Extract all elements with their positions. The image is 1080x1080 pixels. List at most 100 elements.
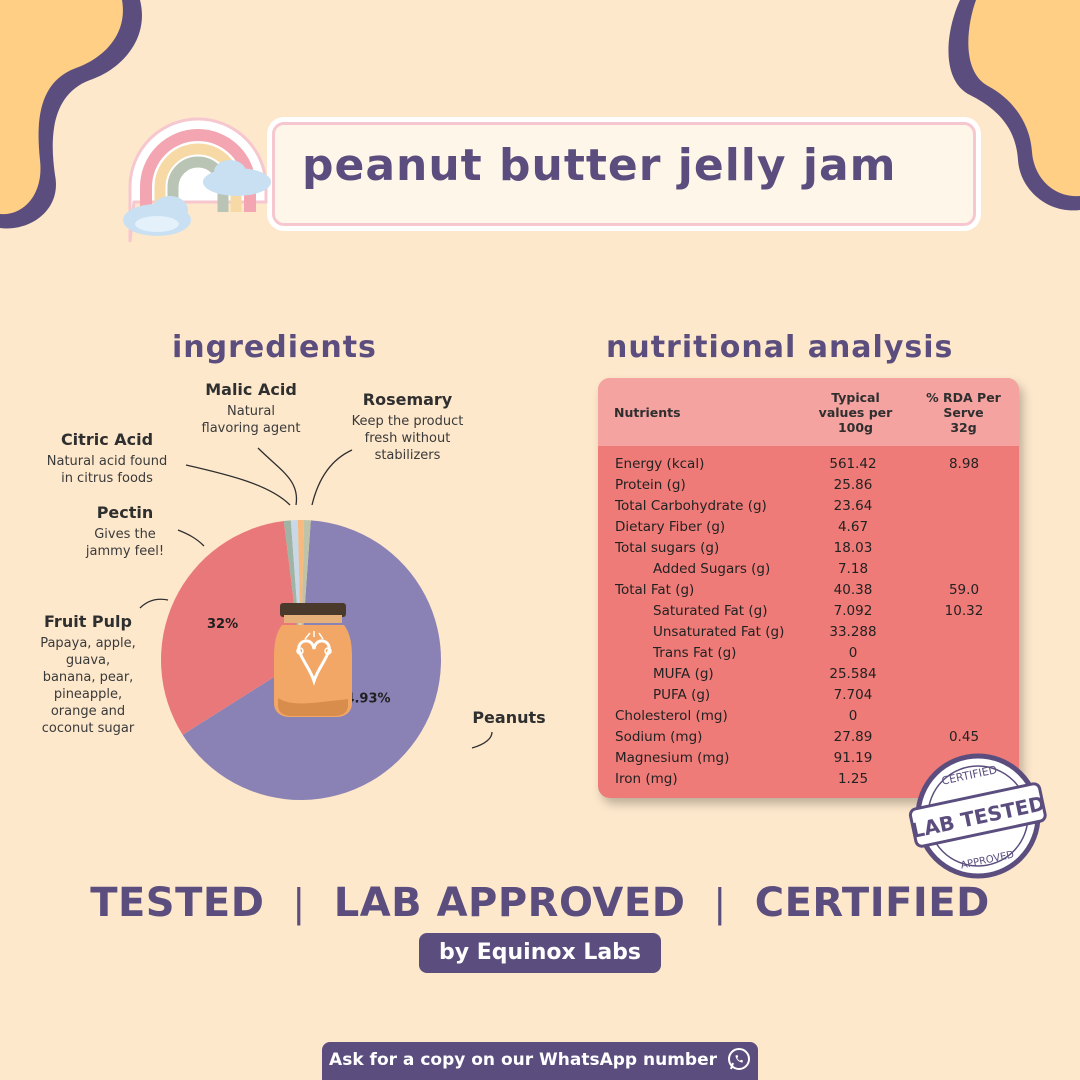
nutrient-name: Total Carbohydrate (g) (615, 498, 767, 514)
nutrient-name: Magnesium (mg) (615, 750, 730, 766)
table-row: Total Fat (g) 40.38 59.0 (598, 582, 1019, 603)
nutrient-name: Cholesterol (mg) (615, 708, 728, 724)
nutrient-name: Added Sugars (g) (653, 561, 771, 577)
nutrient-name: Total sugars (g) (615, 540, 720, 556)
nutrient-value: 7.704 (833, 687, 873, 703)
nutrient-name: Saturated Fat (g) (653, 603, 768, 619)
table-row: Unsaturated Fat (g) 33.288 (598, 624, 1019, 645)
nutrient-value: 18.03 (833, 540, 873, 556)
label-desc: Natural flavoring agent (201, 404, 301, 436)
label-fruit-pulp: Fruit Pulp Papaya, apple, guava, banana,… (28, 612, 148, 737)
nutrition-table: Nutrients Typical values per 100g % RDA … (598, 378, 1019, 798)
table-row: Sodium (mg) 27.89 0.45 (598, 729, 1019, 750)
label-title: Citric Acid (60, 430, 154, 449)
nutrient-name: MUFA (g) (653, 666, 714, 682)
leader-citric (185, 464, 291, 506)
whatsapp-cta-label: Ask for a copy on our WhatsApp number (329, 1050, 718, 1070)
table-row: Added Sugars (g) 7.18 (598, 561, 1019, 582)
cert-separator: | (713, 881, 727, 925)
pie-data-label: 32% (207, 617, 238, 632)
nutrient-name: Sodium (mg) (615, 729, 703, 745)
cert-certified: CERTIFIED (754, 880, 990, 926)
nutrient-name: Total Fat (g) (615, 582, 695, 598)
label-desc: Papaya, apple, guava, banana, pear, pine… (40, 636, 136, 736)
title-banner: peanut butter jelly jam (112, 92, 976, 243)
leader-peanuts (471, 731, 493, 749)
nutrient-name: Dietary Fiber (g) (615, 519, 726, 535)
table-row: Saturated Fat (g) 7.092 10.32 (598, 603, 1019, 624)
col-header-rda: % RDA Per Serve 32g (926, 390, 1001, 435)
corner-blob-top-right (948, 0, 1080, 211)
nutrient-value: 7.092 (833, 603, 873, 619)
page-title: peanut butter jelly jam (302, 140, 897, 191)
label-desc: Keep the product fresh without stabilize… (351, 414, 464, 463)
label-peanuts: Peanuts (468, 708, 550, 727)
leader-malic (257, 447, 298, 506)
nutrient-rda: 0.45 (948, 729, 980, 745)
label-title: Malic Acid (205, 380, 297, 399)
rainbow-icon (123, 117, 271, 243)
whatsapp-icon (727, 1048, 750, 1070)
table-row: Iron (mg) 1.25 (598, 771, 1019, 792)
jam-jar-icon (274, 603, 352, 717)
table-row: Trans Fat (g) 0 (598, 645, 1019, 666)
table-row: PUFA (g) 7.704 (598, 687, 1019, 708)
table-row: Protein (g) 25.86 (598, 477, 1019, 498)
nutrient-value: 0 (848, 645, 858, 661)
nutrient-name: Trans Fat (g) (653, 645, 737, 661)
pie-slice-fruit-pulp (161, 521, 301, 735)
table-row: Total sugars (g) 18.03 (598, 540, 1019, 561)
label-title: Peanuts (472, 708, 546, 727)
nutrient-name: Protein (g) (615, 477, 686, 493)
table-row: Energy (kcal) 561.42 8.98 (598, 456, 1019, 477)
nutrient-rda: 8.98 (948, 456, 980, 472)
label-title: Pectin (96, 503, 154, 522)
nutrient-rda: 10.32 (944, 603, 984, 619)
cert-tested: TESTED (90, 880, 265, 926)
label-desc: Gives the jammy feel! (85, 527, 165, 559)
nutrient-value: 40.38 (833, 582, 873, 598)
table-row: MUFA (g) 25.584 (598, 666, 1019, 687)
label-rosemary: Rosemary Keep the product fresh without … (340, 390, 475, 464)
nutrient-value: 25.584 (829, 666, 877, 682)
certification-row: TESTED | LAB APPROVED | CERTIFIED (0, 880, 1080, 936)
label-citric-acid: Citric Acid Natural acid found in citrus… (32, 430, 182, 487)
label-malic-acid: Malic Acid Natural flavoring agent (186, 380, 316, 437)
table-row: Total Carbohydrate (g) 23.64 (598, 498, 1019, 519)
pie-slice-malic-acid (297, 520, 305, 660)
col-header-typical: Typical values per 100g (818, 390, 893, 435)
label-pectin: Pectin Gives the jammy feel! (70, 503, 180, 560)
nutrient-value: 1.25 (837, 771, 869, 787)
table-row: Dietary Fiber (g) 4.67 (598, 519, 1019, 540)
nutrient-value: 91.19 (833, 750, 873, 766)
whatsapp-cta[interactable]: Ask for a copy on our WhatsApp number (322, 1042, 758, 1080)
equinox-labs-pill: by Equinox Labs (419, 933, 661, 973)
col-header-nutrients: Nutrients (614, 405, 681, 420)
nutrient-value: 33.288 (829, 624, 877, 640)
ingredients-heading: ingredients (172, 330, 377, 365)
nutrient-name: PUFA (g) (653, 687, 711, 703)
nutrient-value: 0 (848, 708, 858, 724)
nutrition-table-header: Nutrients Typical values per 100g % RDA … (598, 378, 1019, 446)
nutrient-value: 4.67 (837, 519, 869, 535)
nutrient-rda: 59.0 (948, 582, 980, 598)
corner-blob-top-left (0, 0, 142, 229)
table-row: Magnesium (mg) 91.19 (598, 750, 1019, 771)
nutrient-value: 7.18 (837, 561, 869, 577)
nutrition-heading: nutritional analysis (606, 330, 954, 365)
cert-separator: | (292, 881, 306, 925)
title-banner-box (272, 122, 976, 226)
cert-lab-approved: LAB APPROVED (333, 880, 686, 926)
label-desc: Natural acid found in citrus foods (46, 454, 168, 486)
nutrient-value: 23.64 (833, 498, 873, 514)
nutrient-name: Unsaturated Fat (g) (653, 624, 785, 640)
nutrient-value: 27.89 (833, 729, 873, 745)
label-title: Rosemary (362, 390, 453, 409)
label-title: Fruit Pulp (44, 612, 132, 631)
nutrient-value: 561.42 (829, 456, 877, 472)
nutrient-name: Iron (mg) (615, 771, 678, 787)
lab-tested-badge: LAB TESTED CERTIFIED APPROVED (908, 753, 1047, 879)
table-row: Cholesterol (mg) 0 (598, 708, 1019, 729)
nutrient-value: 25.86 (833, 477, 873, 493)
nutrient-name: Energy (kcal) (615, 456, 705, 472)
